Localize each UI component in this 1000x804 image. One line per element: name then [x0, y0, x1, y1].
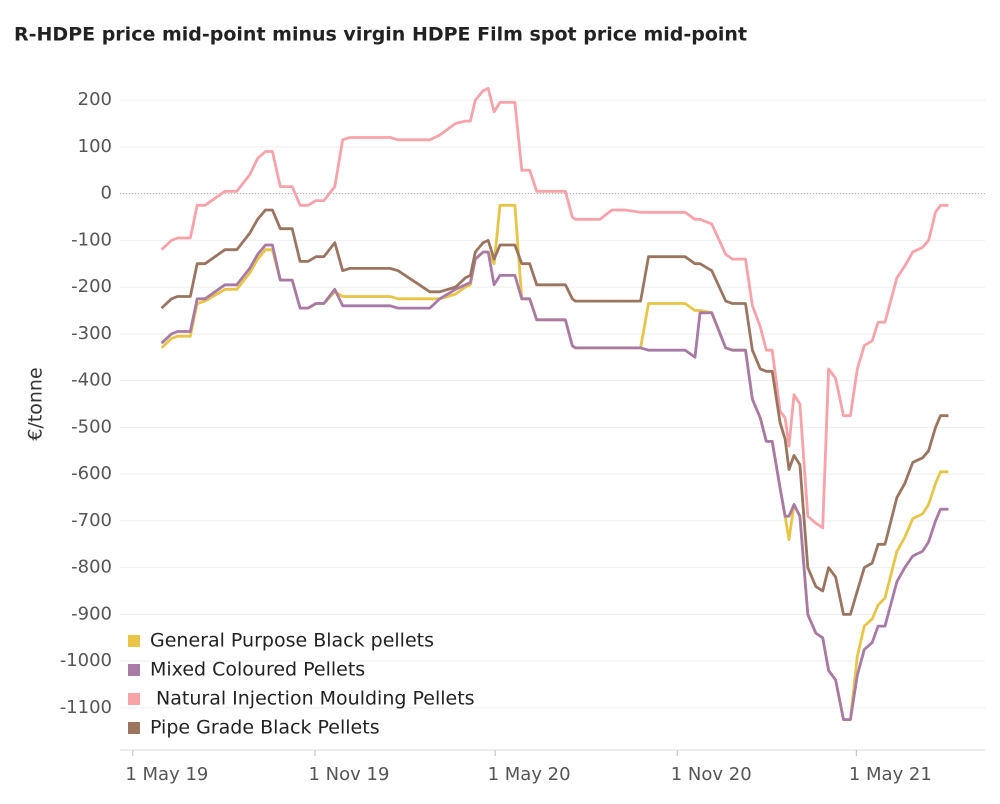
y-tick-label: -100 [71, 229, 112, 250]
legend-label: Pipe Grade Black Pellets [150, 717, 380, 739]
series-line [160, 87, 949, 530]
x-tick-label: 1 May 19 [125, 764, 208, 785]
y-tick-label: 100 [78, 136, 112, 157]
y-tick-label: -300 [71, 323, 112, 344]
y-tick-label: -400 [71, 370, 112, 391]
legend-label: General Purpose Black pellets [150, 630, 434, 652]
x-tick-label: 1 Nov 20 [671, 764, 752, 785]
legend-swatch [128, 635, 140, 647]
y-tick-label: -700 [71, 510, 112, 531]
legend-label: Mixed Coloured Pellets [150, 659, 365, 681]
x-tick-label: 1 May 20 [488, 764, 571, 785]
chart-title: R-HDPE price mid-point minus virgin HDPE… [14, 24, 747, 46]
legend-swatch [128, 722, 140, 734]
legend-swatch [128, 664, 140, 676]
y-tick-label: -1100 [60, 697, 112, 718]
y-tick-label: -800 [71, 557, 112, 578]
y-tick-label: 0 [101, 183, 112, 204]
y-axis-label: €/tonne [25, 367, 47, 440]
legend-label: Natural Injection Moulding Pellets [150, 688, 475, 710]
y-tick-label: -200 [71, 276, 112, 297]
x-tick-label: 1 Nov 19 [309, 764, 390, 785]
series-line [160, 208, 949, 616]
x-tick-label: 1 May 21 [849, 764, 932, 785]
series-line [160, 243, 949, 721]
y-tick-label: -500 [71, 416, 112, 437]
y-tick-label: 200 [78, 89, 112, 110]
y-tick-label: -600 [71, 463, 112, 484]
legend-swatch [128, 693, 140, 705]
y-tick-label: -900 [71, 603, 112, 624]
y-tick-label: -1000 [60, 650, 112, 671]
